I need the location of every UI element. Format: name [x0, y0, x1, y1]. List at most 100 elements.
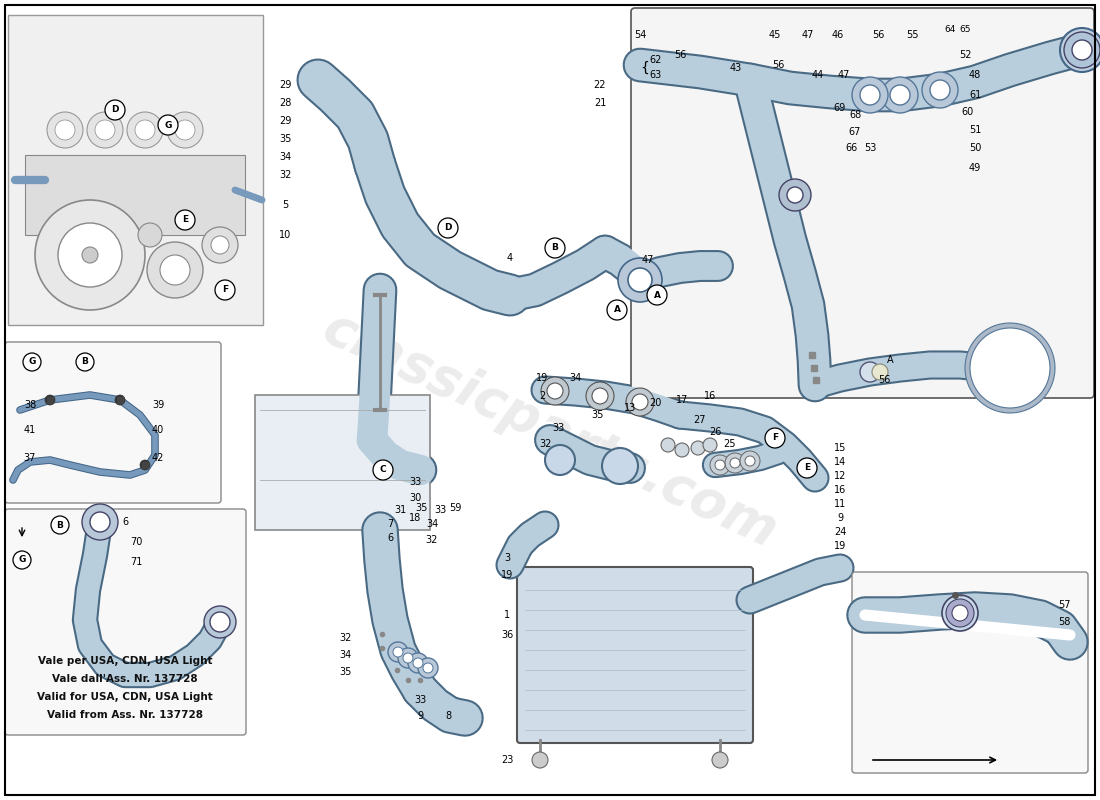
- Text: E: E: [182, 215, 188, 225]
- Text: 22: 22: [594, 80, 606, 90]
- Circle shape: [852, 77, 888, 113]
- Text: 32: 32: [339, 633, 351, 643]
- Circle shape: [860, 362, 880, 382]
- Circle shape: [882, 77, 918, 113]
- Text: 28: 28: [278, 98, 292, 108]
- Text: F: F: [222, 286, 228, 294]
- Circle shape: [175, 210, 195, 230]
- Text: 47: 47: [838, 70, 850, 80]
- Text: 17: 17: [675, 395, 689, 405]
- Circle shape: [890, 85, 910, 105]
- Text: 48: 48: [969, 70, 981, 80]
- Text: 58: 58: [1058, 617, 1070, 627]
- Text: Valid from Ass. Nr. 137728: Valid from Ass. Nr. 137728: [47, 710, 204, 720]
- Text: A: A: [887, 355, 893, 365]
- Circle shape: [647, 285, 667, 305]
- Circle shape: [58, 223, 122, 287]
- Text: 64: 64: [944, 26, 956, 34]
- Text: E: E: [804, 463, 810, 473]
- Text: B: B: [81, 358, 88, 366]
- FancyBboxPatch shape: [852, 572, 1088, 773]
- Text: 51: 51: [969, 125, 981, 135]
- Text: 15: 15: [834, 443, 846, 453]
- Circle shape: [35, 200, 145, 310]
- Text: 50: 50: [969, 143, 981, 153]
- Text: 7: 7: [387, 519, 393, 529]
- Circle shape: [412, 658, 424, 668]
- Circle shape: [95, 120, 116, 140]
- Text: 71: 71: [130, 557, 142, 567]
- Circle shape: [373, 460, 393, 480]
- Circle shape: [980, 338, 1040, 398]
- Circle shape: [745, 456, 755, 466]
- Text: 47: 47: [802, 30, 814, 40]
- Circle shape: [661, 438, 675, 452]
- Circle shape: [602, 448, 638, 484]
- Text: G: G: [29, 358, 35, 366]
- FancyBboxPatch shape: [6, 342, 221, 503]
- Text: F: F: [772, 434, 778, 442]
- Circle shape: [860, 85, 880, 105]
- Text: 45: 45: [769, 30, 781, 40]
- Circle shape: [45, 395, 55, 405]
- Text: 34: 34: [279, 152, 292, 162]
- Circle shape: [211, 236, 229, 254]
- Text: 33: 33: [433, 505, 447, 515]
- Circle shape: [135, 120, 155, 140]
- Circle shape: [160, 255, 190, 285]
- Circle shape: [408, 653, 428, 673]
- Circle shape: [1072, 40, 1092, 60]
- Circle shape: [975, 333, 1045, 403]
- Text: 41: 41: [24, 425, 36, 435]
- Text: 34: 34: [426, 519, 438, 529]
- Polygon shape: [255, 395, 430, 530]
- Circle shape: [586, 382, 614, 410]
- Circle shape: [798, 458, 817, 478]
- Circle shape: [628, 268, 652, 292]
- Circle shape: [158, 115, 178, 135]
- Text: 67: 67: [849, 127, 861, 137]
- Text: Vale per USA, CDN, USA Light: Vale per USA, CDN, USA Light: [37, 656, 212, 666]
- Text: B: B: [56, 521, 64, 530]
- Text: 26: 26: [708, 427, 722, 437]
- Text: {: {: [640, 61, 649, 75]
- Text: 6: 6: [122, 517, 128, 527]
- Text: 5: 5: [282, 200, 288, 210]
- Circle shape: [544, 445, 575, 475]
- Text: 33: 33: [552, 423, 564, 433]
- Text: 61: 61: [969, 90, 981, 100]
- Text: Valid for USA, CDN, USA Light: Valid for USA, CDN, USA Light: [37, 692, 213, 702]
- Circle shape: [675, 443, 689, 457]
- Text: 12: 12: [834, 471, 846, 481]
- Circle shape: [946, 599, 974, 627]
- Circle shape: [202, 227, 238, 263]
- FancyBboxPatch shape: [8, 15, 263, 325]
- Text: Vale dall'Ass. Nr. 137728: Vale dall'Ass. Nr. 137728: [52, 674, 198, 684]
- Text: G: G: [19, 555, 25, 565]
- Circle shape: [930, 80, 950, 100]
- Text: 1: 1: [504, 610, 510, 620]
- Text: 60: 60: [961, 107, 975, 117]
- Text: 35: 35: [592, 410, 604, 420]
- Circle shape: [710, 455, 730, 475]
- Text: 34: 34: [569, 373, 581, 383]
- Circle shape: [532, 752, 548, 768]
- Text: 52: 52: [959, 50, 971, 60]
- Circle shape: [438, 218, 458, 238]
- Circle shape: [138, 223, 162, 247]
- Circle shape: [975, 333, 1045, 403]
- Text: 9: 9: [417, 711, 424, 721]
- Text: 19: 19: [536, 373, 548, 383]
- Circle shape: [90, 512, 110, 532]
- Text: A: A: [614, 306, 620, 314]
- Text: 24: 24: [834, 527, 846, 537]
- Circle shape: [632, 394, 648, 410]
- Text: 30: 30: [409, 493, 421, 503]
- Text: 56: 56: [772, 60, 784, 70]
- Circle shape: [626, 388, 654, 416]
- Circle shape: [398, 648, 418, 668]
- Text: 8: 8: [444, 711, 451, 721]
- Text: 38: 38: [24, 400, 36, 410]
- Text: classicparts.com: classicparts.com: [315, 302, 785, 558]
- Text: G: G: [164, 121, 172, 130]
